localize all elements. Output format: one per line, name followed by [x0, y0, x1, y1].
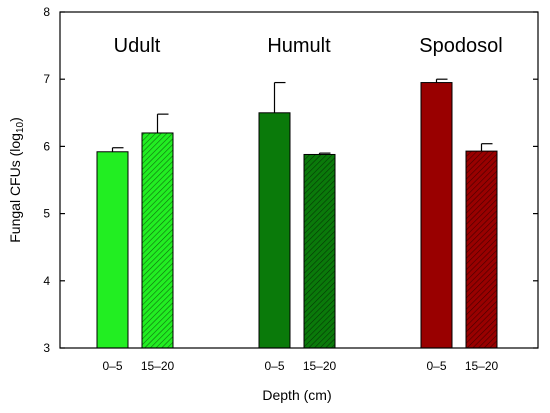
x-axis-title: Depth (cm): [262, 387, 331, 403]
y-axis-title-main: Fungal CFUs (log: [7, 133, 23, 243]
y-tick-label: 4: [43, 274, 50, 288]
y-tick-label: 7: [43, 72, 50, 86]
x-tick-label: 0–5: [264, 359, 284, 373]
y-tick-label: 8: [43, 5, 50, 19]
group-label: Humult: [267, 35, 331, 57]
x-tick-label: 15–20: [465, 359, 499, 373]
plot-frame: [59, 11, 539, 349]
x-tick-label: 0–5: [426, 359, 446, 373]
chart-marks: [96, 78, 498, 349]
x-tick-label: 15–20: [303, 359, 337, 373]
group-label: Spodosol: [419, 35, 502, 57]
y-tick-label: 3: [43, 341, 50, 355]
bar: [258, 112, 291, 349]
x-tick-label: 0–5: [102, 359, 122, 373]
bar: [420, 82, 453, 349]
axis-ticks: 0–5 15–20 0–5 15–20 0–5 15–20 3 4 5 6 7 8: [43, 5, 538, 373]
y-tick-label: 5: [43, 207, 50, 221]
bar: [96, 151, 129, 349]
group-labels: Udult Humult Spodosol: [114, 35, 503, 57]
bar: [141, 132, 174, 349]
y-axis-title-subscript: 10: [15, 121, 26, 133]
y-axis-title-close: ): [7, 117, 23, 122]
y-axis-title: Fungal CFUs (log10): [7, 117, 26, 243]
x-tick-label: 15–20: [141, 359, 175, 373]
bar: [465, 150, 498, 349]
group-label: Udult: [114, 35, 161, 57]
y-tick-label: 6: [43, 139, 50, 153]
bar: [303, 153, 336, 349]
